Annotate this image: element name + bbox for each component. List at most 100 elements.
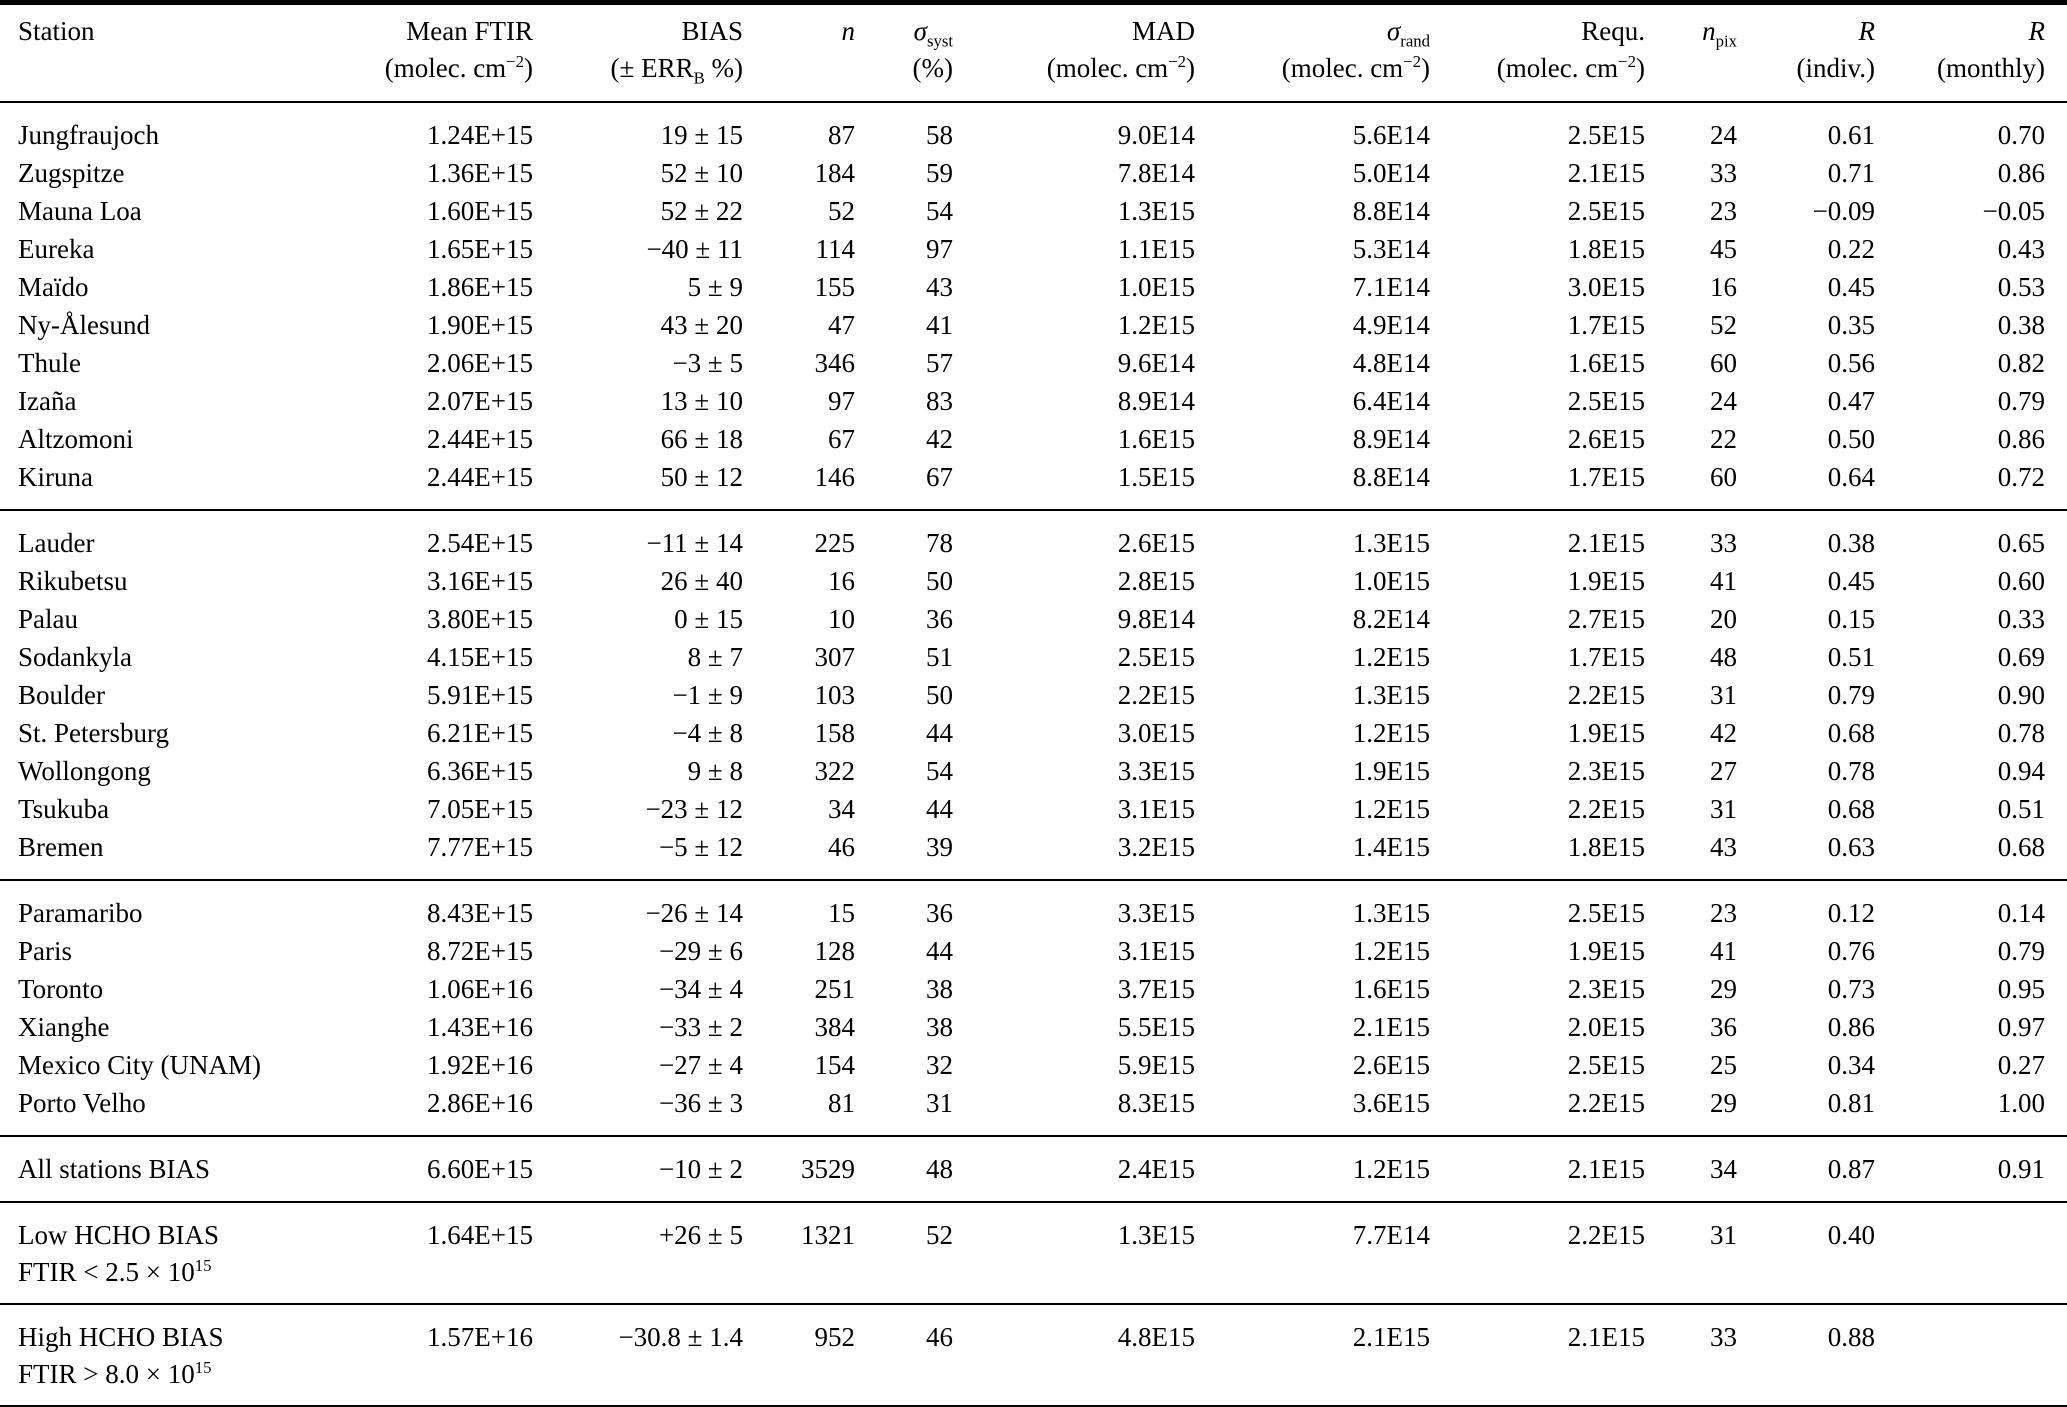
table-row: Low HCHO BIAS FTIR < 2.5 × 1015 1.64E+15 +2… xyxy=(0,1202,2067,1304)
sigma_syst-cell: 44 xyxy=(926,718,953,748)
r_indiv-cell: 0.51 xyxy=(1827,642,1875,672)
sigma_rand-cell: 8.8E14 xyxy=(1352,196,1430,226)
table-row: Thule 2.06E+15 −3 ± 5 346 57 9.6E14 4.8E14 1.6E… xyxy=(0,344,2067,382)
n_pix-cell: 41 xyxy=(1710,936,1737,966)
sigma_rand-cell: 5.6E14 xyxy=(1352,120,1430,150)
mad-cell: 3.3E15 xyxy=(1117,756,1195,786)
n_pix-cell: 22 xyxy=(1710,424,1737,454)
mad-cell: 8.3E15 xyxy=(1117,1088,1195,1118)
sigma_syst-cell: 50 xyxy=(926,680,953,710)
station-cell: Paris xyxy=(18,936,72,966)
r_monthly-cell: 0.38 xyxy=(1997,310,2045,340)
requ-cell: 2.1E15 xyxy=(1567,158,1645,188)
n_pix-cell: 33 xyxy=(1710,158,1737,188)
n-cell: 52 xyxy=(828,196,855,226)
bias-cell: −30.8 ± 1.4 xyxy=(618,1322,743,1352)
r_indiv-cell: 0.50 xyxy=(1827,424,1875,454)
mean_ftir-cell: 1.57E+16 xyxy=(427,1322,533,1352)
table-row: Tsukuba 7.05E+15 −23 ± 12 34 44 3.1E15 1.2E15 2… xyxy=(0,790,2067,828)
station-cell: Low HCHO BIAS FTIR < 2.5 × 1015 xyxy=(18,1220,220,1287)
mad-cell: 1.0E15 xyxy=(1117,272,1195,302)
sigma_syst-cell: 44 xyxy=(926,794,953,824)
table-row: Jungfraujoch 1.24E+15 19 ± 15 87 58 9.0E14 5.6… xyxy=(0,102,2067,154)
station-cell: Tsukuba xyxy=(18,794,110,824)
requ-cell: 2.3E15 xyxy=(1567,756,1645,786)
sigma_syst-cell: 41 xyxy=(926,310,953,340)
table-row: Paris 8.72E+15 −29 ± 6 128 44 3.1E15 1.2E15 1.9… xyxy=(0,932,2067,970)
n-cell: 952 xyxy=(814,1322,856,1352)
mean_ftir-cell: 1.24E+15 xyxy=(427,120,533,150)
table-row: Lauder 2.54E+15 −11 ± 14 225 78 2.6E15 1.3E15 2… xyxy=(0,510,2067,562)
r_indiv-cell: 0.81 xyxy=(1827,1088,1875,1118)
requ-cell: 1.8E15 xyxy=(1567,832,1645,862)
sigma_syst-cell: 36 xyxy=(926,898,953,928)
sigma_rand-cell: 5.0E14 xyxy=(1352,158,1430,188)
sigma_rand-cell: 1.0E15 xyxy=(1352,566,1430,596)
station-cell: Maïdo xyxy=(18,272,89,302)
r_monthly-cell: 0.69 xyxy=(1997,642,2045,672)
mean_ftir-cell: 2.44E+15 xyxy=(427,462,533,492)
table-row: Xianghe 1.43E+16 −33 ± 2 384 38 5.5E15 2.1E15 2… xyxy=(0,1008,2067,1046)
n-cell: 67 xyxy=(828,424,855,454)
sigma_syst-cell: 83 xyxy=(926,386,953,416)
mad-cell: 7.8E14 xyxy=(1117,158,1195,188)
sigma_rand-cell: 1.3E15 xyxy=(1352,528,1430,558)
r_indiv-cell: 0.68 xyxy=(1827,718,1875,748)
table-row: Paramaribo 8.43E+15 −26 ± 14 15 36 3.3E15 1.3E… xyxy=(0,880,2067,932)
mad-cell: 3.2E15 xyxy=(1117,832,1195,862)
bias-cell: −29 ± 6 xyxy=(658,936,743,966)
station-cell: St. Petersburg xyxy=(18,718,170,748)
bias-cell: −40 ± 11 xyxy=(646,234,743,264)
requ-cell: 1.7E15 xyxy=(1567,462,1645,492)
sigma_syst-cell: 50 xyxy=(926,566,953,596)
requ-cell: 2.1E15 xyxy=(1567,1322,1645,1352)
requ-cell: 1.9E15 xyxy=(1567,718,1645,748)
r_indiv-cell: 0.73 xyxy=(1827,974,1875,1004)
n-cell: 307 xyxy=(814,642,856,672)
r_indiv-cell: 0.88 xyxy=(1827,1322,1875,1352)
mad-cell: 9.8E14 xyxy=(1117,604,1195,634)
bias-cell: 8 ± 7 xyxy=(687,642,743,672)
sigma_rand-cell: 1.3E15 xyxy=(1352,680,1430,710)
r_monthly-cell: 0.78 xyxy=(1997,718,2045,748)
station-cell: Bremen xyxy=(18,832,104,862)
r_indiv-cell: 0.35 xyxy=(1827,310,1875,340)
table-row: Altzomoni 2.44E+15 66 ± 18 67 42 1.6E15 8.9E14… xyxy=(0,420,2067,458)
bias-cell: 50 ± 12 xyxy=(660,462,743,492)
bias-cell: 26 ± 40 xyxy=(660,566,743,596)
n_pix-cell: 52 xyxy=(1710,310,1737,340)
mad-cell: 9.6E14 xyxy=(1117,348,1195,378)
requ-cell: 2.6E15 xyxy=(1567,424,1645,454)
r_indiv-cell: 0.40 xyxy=(1827,1220,1875,1250)
table-row: Toronto 1.06E+16 −34 ± 4 251 38 3.7E15 1.6E15 2… xyxy=(0,970,2067,1008)
mean_ftir-cell: 3.16E+15 xyxy=(427,566,533,596)
col-header-sigma-syst: σsyst (%) xyxy=(912,16,953,83)
col-header-mean-ftir: Mean FTIR (molec. cm−2) xyxy=(384,16,533,83)
n_pix-cell: 31 xyxy=(1710,1220,1737,1250)
mad-cell: 8.9E14 xyxy=(1117,386,1195,416)
bias-cell: −5 ± 12 xyxy=(658,832,743,862)
n_pix-cell: 25 xyxy=(1710,1050,1737,1080)
r_indiv-cell: 0.15 xyxy=(1827,604,1875,634)
sigma_rand-cell: 7.1E14 xyxy=(1352,272,1430,302)
n-cell: 81 xyxy=(828,1088,855,1118)
col-header-station: Station xyxy=(18,16,95,46)
r_indiv-cell: 0.12 xyxy=(1827,898,1875,928)
n_pix-cell: 43 xyxy=(1710,832,1737,862)
sigma_syst-cell: 51 xyxy=(926,642,953,672)
n-cell: 184 xyxy=(814,158,856,188)
sigma_syst-cell: 36 xyxy=(926,604,953,634)
sigma_rand-cell: 1.2E15 xyxy=(1352,794,1430,824)
r_monthly-cell: 0.97 xyxy=(1997,1012,2045,1042)
n-cell: 158 xyxy=(814,718,856,748)
station-cell: Porto Velho xyxy=(18,1088,146,1118)
r_indiv-cell: 0.63 xyxy=(1827,832,1875,862)
n-cell: 97 xyxy=(828,386,855,416)
r_monthly-cell: 0.79 xyxy=(1997,936,2045,966)
sigma_syst-cell: 38 xyxy=(926,1012,953,1042)
r_monthly-cell: 0.14 xyxy=(1997,898,2045,928)
mean_ftir-cell: 2.44E+15 xyxy=(427,424,533,454)
mean_ftir-cell: 1.60E+15 xyxy=(427,196,533,226)
n-cell: 15 xyxy=(828,898,855,928)
mean_ftir-cell: 1.64E+15 xyxy=(427,1220,533,1250)
